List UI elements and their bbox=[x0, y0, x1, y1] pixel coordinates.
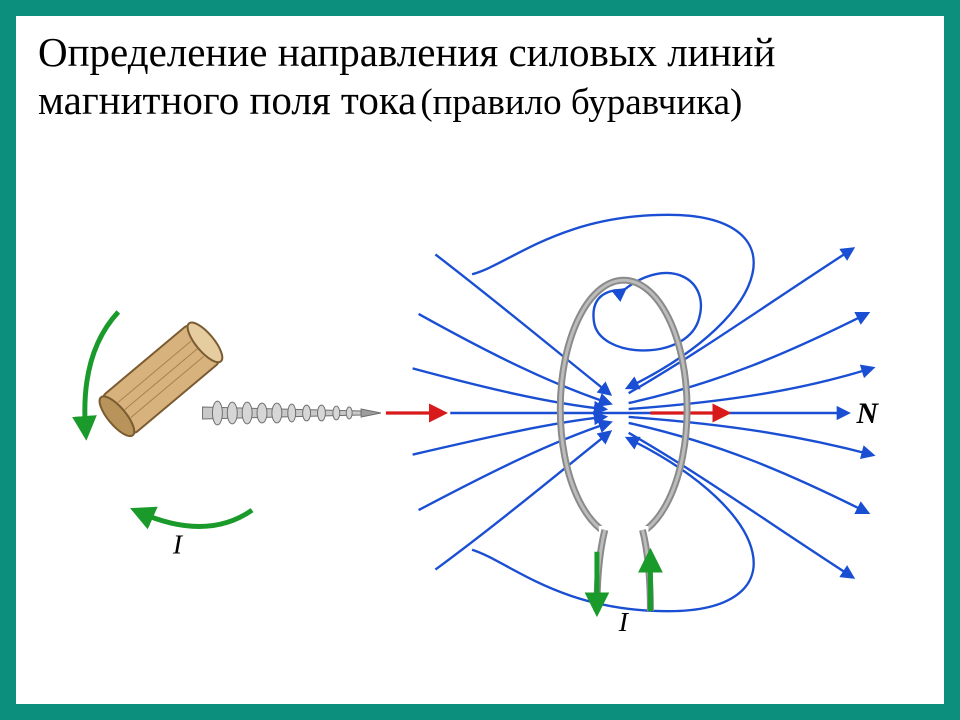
inner-frame: Определение направления силовых линий ма… bbox=[14, 14, 946, 706]
field-lines bbox=[413, 214, 872, 610]
diagram-area: I bbox=[16, 133, 944, 704]
label-north-pole: N bbox=[856, 397, 880, 429]
label-current-left: I bbox=[172, 529, 184, 560]
title-sub: (правило буравчика) bbox=[420, 82, 742, 123]
gimlet-icon: I bbox=[85, 311, 443, 560]
current-loop-field: N I bbox=[413, 214, 888, 632]
wire-loop bbox=[560, 280, 687, 611]
outer-frame: Определение направления силовых линий ма… bbox=[0, 0, 960, 720]
diagram-svg: I bbox=[44, 193, 916, 633]
rotation-arrow-bottom bbox=[139, 510, 252, 526]
label-current-right: I bbox=[618, 607, 630, 633]
title-block: Определение направления силовых линий ма… bbox=[16, 16, 944, 133]
